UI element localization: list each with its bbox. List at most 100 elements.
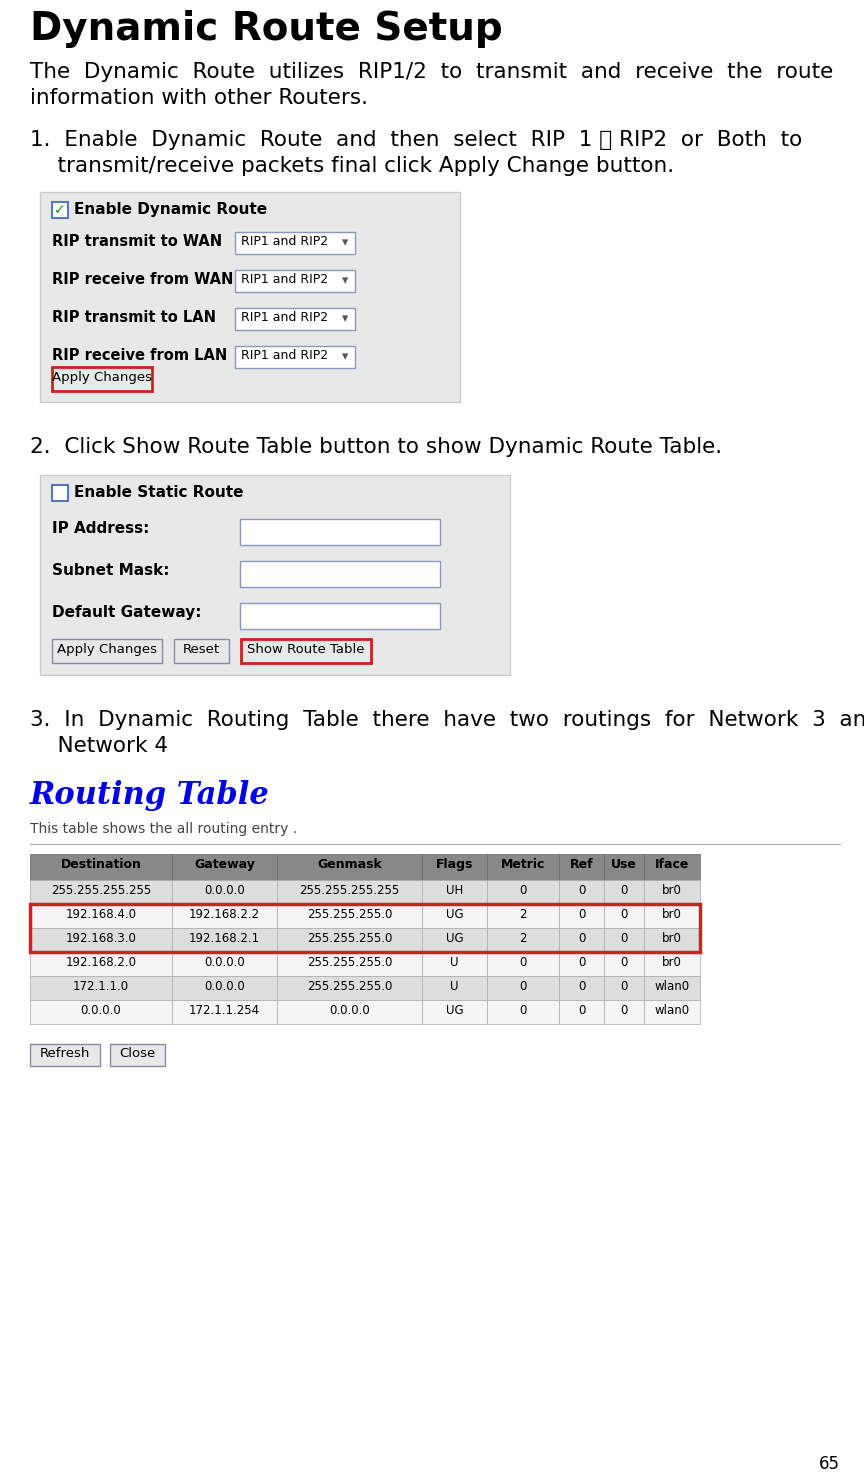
Text: RIP receive from WAN: RIP receive from WAN (52, 273, 233, 287)
Text: 0: 0 (620, 932, 627, 946)
FancyBboxPatch shape (644, 977, 700, 1000)
Text: 0: 0 (519, 980, 527, 993)
Text: 0: 0 (519, 884, 527, 897)
FancyBboxPatch shape (30, 1000, 172, 1024)
Text: 0: 0 (620, 907, 627, 921)
Text: 0: 0 (620, 884, 627, 897)
Text: br0: br0 (662, 956, 682, 969)
FancyBboxPatch shape (604, 854, 644, 879)
Text: Ref: Ref (569, 857, 594, 871)
FancyBboxPatch shape (559, 928, 604, 952)
FancyBboxPatch shape (559, 977, 604, 1000)
FancyBboxPatch shape (235, 233, 355, 253)
Text: RIP transmit to LAN: RIP transmit to LAN (52, 309, 216, 326)
Text: RIP receive from LAN: RIP receive from LAN (52, 348, 227, 362)
Text: ▾: ▾ (342, 312, 348, 326)
Text: Show Route Table: Show Route Table (247, 644, 365, 655)
FancyBboxPatch shape (174, 639, 229, 663)
Text: 0: 0 (620, 1005, 627, 1016)
FancyBboxPatch shape (30, 904, 172, 928)
Text: 0: 0 (620, 956, 627, 969)
FancyBboxPatch shape (30, 1044, 100, 1066)
FancyBboxPatch shape (235, 346, 355, 368)
Text: Destination: Destination (60, 857, 142, 871)
FancyBboxPatch shape (644, 928, 700, 952)
FancyBboxPatch shape (559, 952, 604, 977)
Text: RIP1 and RIP2: RIP1 and RIP2 (241, 349, 328, 362)
FancyBboxPatch shape (172, 928, 277, 952)
Text: 255.255.255.0: 255.255.255.0 (307, 932, 392, 946)
Text: br0: br0 (662, 884, 682, 897)
Text: 255.255.255.255: 255.255.255.255 (299, 884, 400, 897)
Text: 255.255.255.0: 255.255.255.0 (307, 980, 392, 993)
Text: 2.  Click Show Route Table button to show Dynamic Route Table.: 2. Click Show Route Table button to show… (30, 437, 722, 457)
Text: Iface: Iface (655, 857, 689, 871)
Text: 2: 2 (519, 907, 527, 921)
FancyBboxPatch shape (30, 952, 172, 977)
Text: 192.168.4.0: 192.168.4.0 (66, 907, 137, 921)
Text: 3.  In  Dynamic  Routing  Table  there  have  two  routings  for  Network  3  an: 3. In Dynamic Routing Table there have t… (30, 710, 864, 731)
FancyBboxPatch shape (559, 854, 604, 879)
Text: Apply Changes: Apply Changes (52, 371, 152, 384)
FancyBboxPatch shape (644, 904, 700, 928)
FancyBboxPatch shape (172, 952, 277, 977)
FancyBboxPatch shape (40, 191, 460, 402)
FancyBboxPatch shape (235, 308, 355, 330)
Text: 0: 0 (578, 907, 585, 921)
FancyBboxPatch shape (422, 904, 487, 928)
Text: ▾: ▾ (342, 237, 348, 249)
Text: U: U (450, 980, 459, 993)
FancyBboxPatch shape (277, 879, 422, 904)
Text: Dynamic Route Setup: Dynamic Route Setup (30, 10, 503, 49)
Text: This table shows the all routing entry .: This table shows the all routing entry . (30, 822, 297, 837)
FancyBboxPatch shape (30, 854, 172, 879)
Text: ▾: ▾ (342, 351, 348, 364)
Text: 255.255.255.0: 255.255.255.0 (307, 956, 392, 969)
FancyBboxPatch shape (30, 928, 172, 952)
Text: 65: 65 (819, 1455, 840, 1473)
FancyBboxPatch shape (422, 928, 487, 952)
Text: 0: 0 (620, 980, 627, 993)
Text: Close: Close (119, 1047, 156, 1061)
Text: Enable Dynamic Route: Enable Dynamic Route (74, 202, 267, 217)
Text: U: U (450, 956, 459, 969)
FancyBboxPatch shape (172, 879, 277, 904)
Text: UG: UG (446, 1005, 463, 1016)
Text: UG: UG (446, 907, 463, 921)
FancyBboxPatch shape (422, 1000, 487, 1024)
FancyBboxPatch shape (52, 639, 162, 663)
Text: 0.0.0.0: 0.0.0.0 (329, 1005, 370, 1016)
Text: Refresh: Refresh (40, 1047, 90, 1061)
FancyBboxPatch shape (240, 561, 440, 588)
Text: Network 4: Network 4 (30, 736, 168, 756)
FancyBboxPatch shape (172, 977, 277, 1000)
Text: 0: 0 (519, 956, 527, 969)
Text: Metric: Metric (501, 857, 545, 871)
FancyBboxPatch shape (30, 977, 172, 1000)
Text: 0: 0 (578, 884, 585, 897)
FancyBboxPatch shape (52, 202, 68, 218)
Text: 192.168.2.2: 192.168.2.2 (189, 907, 260, 921)
Text: UH: UH (446, 884, 463, 897)
Text: 172.1.1.0: 172.1.1.0 (73, 980, 129, 993)
Text: br0: br0 (662, 907, 682, 921)
FancyBboxPatch shape (422, 977, 487, 1000)
FancyBboxPatch shape (604, 928, 644, 952)
FancyBboxPatch shape (487, 904, 559, 928)
Text: 0: 0 (578, 932, 585, 946)
Text: 0: 0 (578, 980, 585, 993)
Text: 172.1.1.254: 172.1.1.254 (189, 1005, 260, 1016)
FancyBboxPatch shape (172, 1000, 277, 1024)
Text: Default Gateway:: Default Gateway: (52, 605, 201, 620)
Text: 255.255.255.0: 255.255.255.0 (307, 907, 392, 921)
FancyBboxPatch shape (277, 977, 422, 1000)
FancyBboxPatch shape (110, 1044, 165, 1066)
Text: Gateway: Gateway (194, 857, 255, 871)
Text: 192.168.2.1: 192.168.2.1 (189, 932, 260, 946)
Text: Flags: Flags (435, 857, 473, 871)
FancyBboxPatch shape (559, 904, 604, 928)
Text: Genmask: Genmask (317, 857, 382, 871)
Text: 255.255.255.255: 255.255.255.255 (51, 884, 151, 897)
FancyBboxPatch shape (487, 879, 559, 904)
Text: RIP1 and RIP2: RIP1 and RIP2 (241, 311, 328, 324)
